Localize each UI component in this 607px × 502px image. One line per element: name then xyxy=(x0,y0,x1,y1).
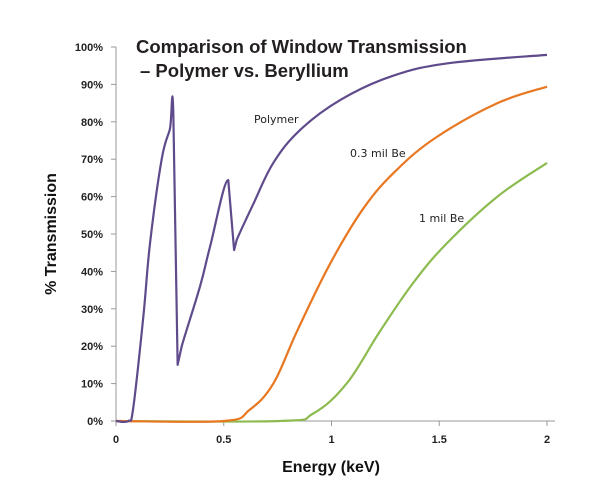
x-tick-label: 1.5 xyxy=(432,434,447,446)
x-tick-label: 2 xyxy=(544,434,550,446)
y-tick-label: 70% xyxy=(81,154,103,166)
y-tick-label: 100% xyxy=(75,42,103,54)
y-tick-label: 80% xyxy=(81,117,103,129)
series-line-polymer xyxy=(115,53,548,424)
x-tick-label: 1 xyxy=(328,434,334,446)
y-tick-label: 0% xyxy=(87,416,103,428)
y-tick-label: 90% xyxy=(81,79,103,91)
x-tick-label: 0.5 xyxy=(216,434,231,446)
y-tick-label: 60% xyxy=(81,192,103,204)
series-label-polymer: Polymer xyxy=(254,113,299,126)
chart-title-line-2: – Polymer vs. Beryllium xyxy=(140,60,349,81)
y-tick-label: 10% xyxy=(81,379,103,391)
series-line-1-mil-be xyxy=(115,162,548,423)
y-axis-label: % Transmission xyxy=(43,173,60,295)
series-line-0-3-mil-be xyxy=(115,85,548,423)
series-label-0-3-mil-be: 0.3 mil Be xyxy=(350,147,406,160)
y-tick-label: 50% xyxy=(81,229,103,241)
x-axis-label: Energy (keV) xyxy=(282,459,380,476)
series-label-1-mil-be: 1 mil Be xyxy=(419,212,464,225)
y-tick-label: 30% xyxy=(81,304,103,316)
y-tick-label: 20% xyxy=(81,341,103,353)
chart-title-line-1: Comparison of Window Transmission xyxy=(136,36,467,57)
y-tick-label: 40% xyxy=(81,266,103,278)
x-tick-label: 0 xyxy=(113,434,119,446)
